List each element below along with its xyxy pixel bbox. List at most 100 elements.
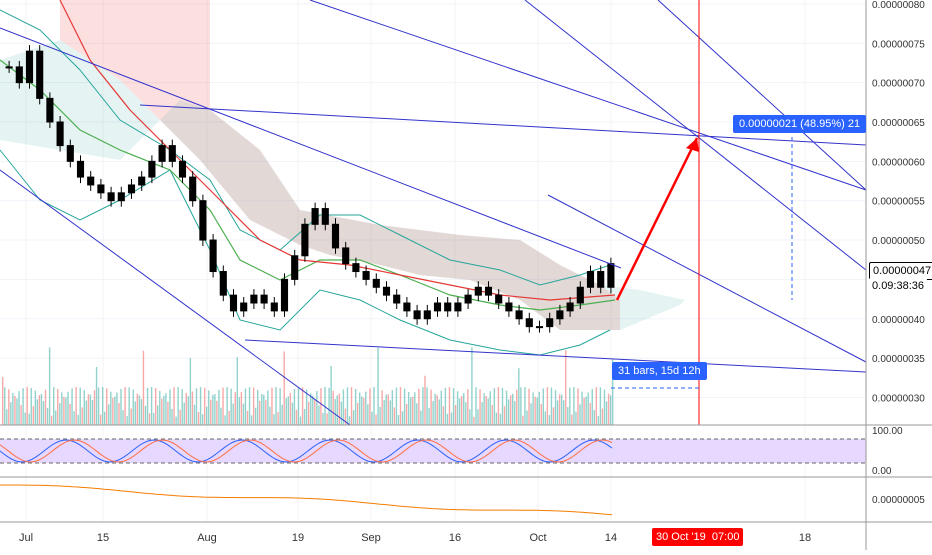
volume-bar [593,410,595,425]
volume-bar [275,387,277,425]
price-tick-label: 0.00000075 [872,39,925,50]
price-tick-label: 0.00000070 [872,79,925,90]
candle-body [372,278,380,288]
candle-body [413,310,421,320]
volume-bar [305,389,308,425]
volume-bar [224,415,226,425]
candle-body [280,278,289,312]
volume-bar [346,387,349,425]
volume-bar [279,388,281,425]
volume-bar [189,358,192,425]
volume-bar [599,387,602,425]
candle-body [362,271,370,280]
candle-body [168,145,176,162]
volume-bar [403,388,406,425]
candle-body [36,50,44,99]
volume-bar [581,391,583,425]
volume-bar [401,411,404,425]
candle-body [535,326,544,329]
candle-body [46,97,54,123]
volume-bar [367,404,369,425]
volume-bar [214,394,216,425]
x-tick-label: Sep [361,532,381,544]
cloud-red [60,0,620,330]
volume-bar [532,392,534,425]
volume-bar [112,397,114,425]
price-grid [0,0,866,522]
candle-body [546,318,554,328]
volume-bar [120,388,122,425]
volume-bar [46,408,49,425]
volume-bar [48,347,51,425]
candle-body [403,302,411,312]
x-tick-label: Jul [19,532,33,544]
volume-bar [560,394,563,425]
volume-bar [410,397,412,425]
volume-bar [30,387,32,425]
volume-bar [291,402,294,425]
volume-bar [601,408,604,425]
x-tick-label: Oct [529,532,546,544]
volume-bar [350,387,353,425]
volume-bar [538,391,540,425]
volume-bar [108,404,110,425]
candle-body [15,66,23,84]
volume-bar [2,377,4,425]
volume-bar [271,387,273,425]
target-arrow-head [686,138,699,152]
volume-bar [252,387,255,425]
candle-body [209,239,217,273]
volume-bar [281,404,283,425]
candle-body [199,200,207,241]
volume-bar [434,393,436,425]
candle-body [342,247,350,265]
volume-bar [167,401,169,425]
volume-bar [412,396,414,425]
candle-body [586,271,595,288]
volume-bar [73,411,75,425]
volume-bar [12,393,14,425]
volume-bar [24,412,26,425]
volume-bar [59,403,61,425]
volume-bar [310,393,312,425]
volume-bar [63,396,65,425]
volume-bar [334,399,336,425]
volume-bar [42,401,45,425]
volume-bar [550,387,553,425]
volume-bar [363,397,365,425]
volume-bar [430,389,432,425]
candle-body [495,294,503,304]
volume-bar [575,411,577,425]
volume-bar [481,402,483,425]
volume-bar [248,387,251,425]
volume-bar [236,357,238,425]
volume-bar [381,390,383,425]
volume-bar [548,414,551,425]
volume-bar [554,390,557,425]
x-tick-label: 18 [799,532,811,544]
volume-bar [142,350,145,425]
trend-line [139,104,867,146]
volume-bar [287,396,289,425]
trend-line [0,27,622,269]
volume-bar [222,387,224,425]
volume-bar [340,401,343,425]
volume-bar [148,413,151,425]
volume-bar [89,394,92,425]
volume-bar [269,406,271,425]
volume-bar [383,400,385,425]
volume-bar [597,416,600,425]
candle-body [597,271,605,288]
drawing-lines[interactable] [0,0,867,426]
volume-bar [177,387,179,425]
volume-bar [369,388,371,425]
volume-bar [365,391,367,425]
volume-bar [171,408,173,425]
candles [5,45,615,333]
volume-bar [440,390,442,425]
volume-bar [230,388,232,425]
volume-bar [318,405,320,425]
volume-bar [477,409,479,425]
candle-body [25,50,34,84]
